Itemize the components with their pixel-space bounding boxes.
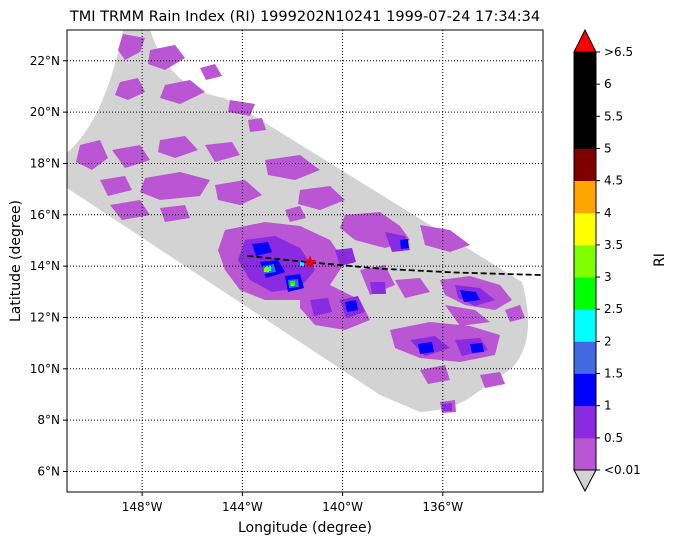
y-tick-label: 20°N	[30, 105, 60, 119]
colorbar-over-arrow	[573, 28, 597, 53]
storm-center-marker	[303, 255, 317, 268]
colorbar-label: RI	[652, 253, 668, 267]
y-tick-label: 18°N	[30, 156, 60, 170]
map-title: TMI TRMM Rain Index (RI) 1999202N10241 1…	[69, 9, 540, 25]
y-tick-label: 22°N	[30, 54, 60, 68]
tmi-swath	[67, 30, 529, 412]
rain-cells	[76, 34, 525, 413]
storm-center-star-icon	[303, 255, 317, 268]
x-axis-ticks: 148°W 144°W 140°W 136°W	[122, 492, 463, 514]
y-axis-ticks: 6°N 8°N 10°N 12°N 14°N 16°N 18°N 20°N 22°N	[30, 54, 67, 478]
colorbar-tick-label: <0.01	[604, 463, 641, 477]
colorbar-under-arrow	[573, 469, 597, 493]
y-axis-label: Latitude (degree)	[8, 200, 24, 322]
colorbar-tick-label: 5	[604, 141, 612, 155]
colorbar-segment	[574, 116, 596, 149]
colorbar-segment	[574, 405, 596, 439]
colorbar-segment	[574, 148, 596, 182]
colorbar-tick-label: 2.5	[604, 302, 623, 316]
colorbar-tick-label: 6	[604, 77, 612, 91]
colorbar-segment	[574, 341, 596, 374]
x-tick-label: 140°W	[322, 500, 363, 514]
y-tick-label: 16°N	[30, 208, 60, 222]
y-tick-label: 14°N	[30, 259, 60, 273]
y-tick-label: 8°N	[37, 413, 60, 427]
colorbar-tick-label: 2	[604, 334, 612, 348]
x-tick-label: 144°W	[222, 500, 263, 514]
map-grid	[67, 30, 543, 492]
colorbar-segment	[574, 277, 596, 310]
colorbar-segment	[574, 180, 596, 214]
colorbar-segment	[574, 244, 596, 278]
colorbar-segment	[574, 437, 596, 471]
y-tick-label: 6°N	[37, 464, 60, 478]
x-tick-label: 136°W	[422, 500, 463, 514]
colorbar-frame	[573, 51, 597, 471]
colorbar-segment	[574, 309, 596, 342]
colorbar-tick-label: 4.5	[604, 174, 623, 188]
x-tick-label: 148°W	[122, 500, 163, 514]
colorbar-tick-label: 1.5	[604, 367, 623, 381]
colorbar-tick-label: >6.5	[604, 45, 633, 59]
plot-frame	[66, 29, 544, 493]
colorbar-tick-label: 5.5	[604, 109, 623, 123]
colorbar-tick-label: 3	[604, 270, 612, 284]
colorbar-segment	[574, 373, 596, 407]
colorbar-tick-label: 0.5	[604, 431, 623, 445]
colorbar-tick-label: 1	[604, 399, 612, 413]
storm-track-line	[247, 255, 543, 276]
colorbar-segment	[574, 84, 596, 117]
map-plot-area	[66, 29, 544, 493]
colorbar-segment	[574, 212, 596, 246]
colorbar-segment	[574, 52, 596, 85]
rain-cores	[264, 262, 304, 286]
y-tick-label: 10°N	[30, 362, 60, 376]
colorbar-tick-label: 4	[604, 206, 612, 220]
x-axis-label: Longitude (degree)	[238, 520, 372, 536]
colorbar: <0.01 0.5 1 1.5 2 2.5 3 3.5 4 4.5 5 5.5 6 >6.5	[573, 28, 641, 493]
colorbar-tick-label: 3.5	[604, 238, 623, 252]
y-tick-label: 12°N	[30, 310, 60, 324]
